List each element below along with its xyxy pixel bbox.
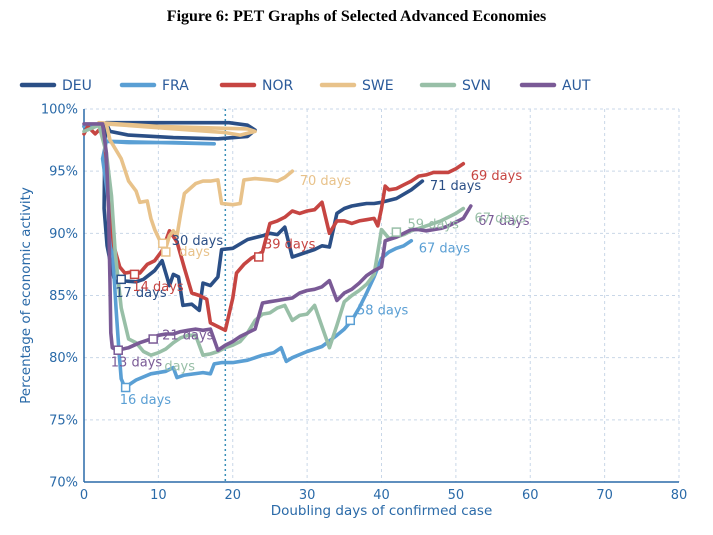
- series-end-label-nor: 69 days: [471, 169, 523, 184]
- annotation-label: 16 days: [120, 393, 172, 408]
- marker-point: [129, 269, 140, 280]
- series-line-deu: [82, 120, 425, 313]
- y-tick-label: 75%: [49, 413, 78, 428]
- x-tick-label: 50: [448, 488, 465, 503]
- chart-axes: 0 10 20 30 40 50 60 70 80 70% 75% 80% 85% 90% 95% 100%: [41, 103, 687, 504]
- marker-point: [113, 345, 123, 355]
- x-tick-label: 10: [150, 488, 167, 503]
- annotation-label: days: [179, 245, 210, 260]
- legend-label-swe: SWE: [362, 78, 394, 94]
- marker-point: [345, 315, 356, 326]
- annotation-label: 39 days: [264, 238, 316, 253]
- x-axis-label: Doubling days of confirmed case: [271, 503, 493, 519]
- series-end-label-deu: 71 days: [430, 179, 482, 194]
- series-end-label-aut: 67 days: [478, 214, 530, 229]
- annotation-label: days: [164, 359, 195, 374]
- series-line-fra: [82, 123, 414, 390]
- series-end-label-swe: 70 days: [300, 174, 352, 189]
- y-axis-label: Percentage of economic activity: [18, 187, 34, 404]
- y-tick-label: 95%: [49, 165, 78, 180]
- marker-point: [158, 238, 168, 249]
- annotation-label: 13 days: [111, 356, 163, 371]
- legend-label-fra: FRA: [162, 78, 189, 94]
- series-end-label-svn: 59 days: [408, 218, 460, 233]
- x-tick-label: 70: [596, 488, 613, 503]
- marker-point: [148, 334, 158, 344]
- annotation-label: 17 days: [115, 286, 167, 301]
- annotation-label: 21 days: [162, 328, 214, 343]
- annotation-layer: 71 days 67 days 69 days 70 days 59 days 67 da…: [111, 169, 530, 408]
- marker-point: [391, 227, 402, 237]
- y-tick-label: 85%: [49, 289, 78, 304]
- x-tick-label: 60: [522, 488, 539, 503]
- y-tick-label: 70%: [49, 476, 78, 491]
- marker-point: [120, 382, 131, 393]
- marker-layer: [113, 227, 402, 393]
- legend-label-deu: DEU: [62, 78, 92, 94]
- x-tick-label: 80: [671, 488, 688, 503]
- y-tick-label: 90%: [49, 227, 78, 242]
- x-tick-label: 40: [373, 488, 390, 503]
- marker-point: [254, 252, 264, 262]
- chart-legend: DEU FRA NOR SWE SVN AUT: [19, 78, 591, 94]
- legend-label-svn: SVN: [462, 78, 491, 94]
- annotation-label: 30 days: [172, 234, 224, 249]
- y-tick-label: 100%: [41, 103, 78, 118]
- legend-label-aut: AUT: [562, 78, 591, 94]
- annotation-label: 14 days: [132, 280, 184, 295]
- marker-point: [116, 274, 126, 285]
- legend-label-nor: NOR: [262, 78, 293, 94]
- marker-point: [161, 247, 171, 257]
- x-tick-label: 0: [80, 488, 88, 503]
- chart-grid: [84, 108, 680, 482]
- series-end-label-fra: 67 days: [419, 241, 471, 256]
- annotation-label: 58 days: [357, 303, 409, 318]
- series-layer: [82, 120, 473, 390]
- annotation-label: 67 days: [474, 211, 526, 226]
- x-tick-label: 30: [299, 488, 316, 503]
- series-line-aut: [82, 122, 473, 352]
- y-tick-label: 80%: [49, 351, 78, 366]
- figure-title: Figure 6: PET Graphs of Selected Advance…: [166, 8, 547, 25]
- x-tick-label: 20: [224, 488, 241, 503]
